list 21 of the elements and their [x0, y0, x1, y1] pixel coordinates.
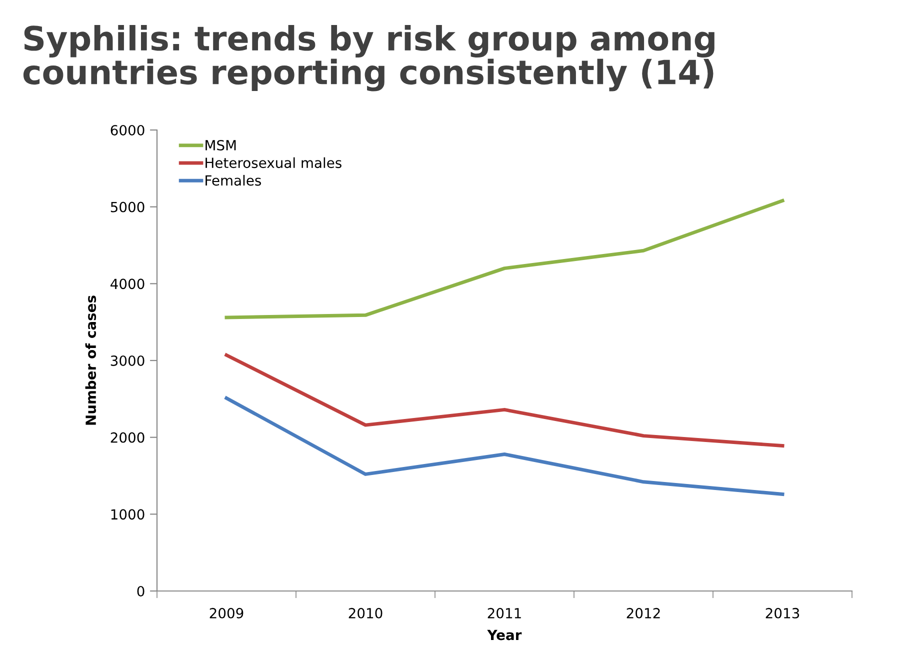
y-axis-title: Number of cases	[85, 296, 96, 425]
x-tick-label: 2009	[210, 608, 244, 618]
y-tick-label: 6000	[110, 124, 144, 136]
line-series	[224, 198, 784, 320]
x-tick-label: 2012	[626, 608, 660, 618]
y-tick-label: 4000	[110, 278, 144, 290]
x-tick-label: 2013	[766, 608, 800, 618]
legend-label: MSM	[206, 140, 236, 150]
legend-label: Heterosexual males	[206, 157, 342, 168]
y-tick-label: 5000	[110, 202, 144, 212]
chart-title: Syphilis: trends by risk group among countries reporting consistently (14)	[23, 25, 714, 92]
y-tick-label: 2000	[110, 432, 144, 443]
x-tick-label: 2011	[488, 608, 521, 618]
x-tick-label: 2010	[348, 608, 382, 618]
line-series	[224, 353, 784, 448]
line-series	[224, 396, 784, 496]
legend-label: Females	[206, 174, 262, 186]
y-tick-label: 1000	[111, 509, 144, 520]
y-tick-label: 3000	[110, 355, 144, 366]
x-axis-title: Year	[487, 630, 522, 640]
y-tick-label: 0	[137, 586, 144, 596]
